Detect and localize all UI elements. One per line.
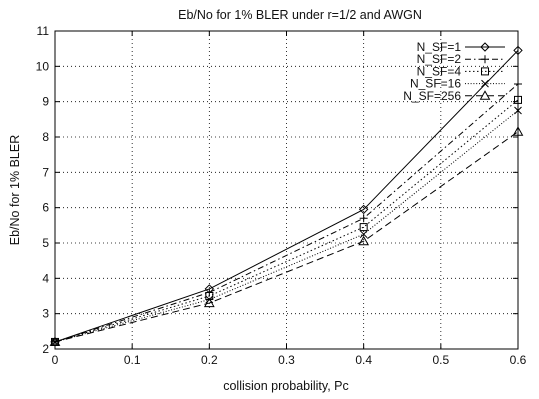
- y-tick-label: 3: [42, 307, 49, 321]
- series-line: [54, 50, 519, 343]
- y-tick-label: 2: [42, 342, 49, 356]
- data-point-marker: [514, 80, 522, 88]
- axis-ticks: 0 0.1 0.2 0.3 0.4 0.5 0.6 2 3 4 5 6 7 8 9 10 11: [36, 24, 527, 367]
- x-tick-label: 0: [52, 353, 59, 367]
- legend-label: N_SF=1: [417, 40, 462, 54]
- data-point-marker: [512, 126, 524, 136]
- y-tick-label: 6: [42, 201, 49, 215]
- data-point-marker: [513, 45, 523, 56]
- legend-item: N_SF=4: [417, 64, 505, 78]
- y-axis-label: Eb/No for 1% BLER: [8, 135, 22, 245]
- legend-marker: [480, 42, 490, 52]
- y-tick-label: 7: [42, 165, 49, 179]
- data-point-marker: [359, 214, 368, 223]
- legend-label: N_SF=16: [410, 77, 461, 91]
- data-point-marker: [514, 95, 522, 104]
- data-point-marker: [203, 297, 215, 308]
- data-point-marker: [358, 235, 370, 246]
- legend-item: N_SF=256: [403, 89, 505, 103]
- x-tick-label: 0.1: [124, 353, 141, 367]
- legend: N_SF=1N_SF=2N_SF=4N_SF=16N_SF=256: [403, 40, 505, 103]
- y-tick-label: 10: [36, 59, 50, 73]
- data-point-marker: [514, 106, 522, 115]
- y-tick-label: 9: [42, 95, 49, 109]
- x-tick-label: 0.2: [201, 353, 218, 367]
- x-tick-label: 0.5: [432, 353, 449, 367]
- series-line: [54, 83, 519, 343]
- data-point-marker: [359, 230, 368, 239]
- legend-label: N_SF=4: [417, 64, 462, 78]
- legend-item: N_SF=2: [417, 52, 505, 66]
- data-point-marker: [49, 336, 61, 346]
- y-tick-label: 11: [37, 24, 50, 38]
- x-axis-label: collision probability, Pc: [223, 379, 349, 393]
- y-tick-label: 4: [42, 271, 49, 285]
- series-line: [54, 110, 519, 343]
- series-line: [54, 131, 519, 343]
- grid: [55, 31, 518, 349]
- series-line: [54, 99, 519, 343]
- legend-label: N_SF=256: [403, 89, 461, 103]
- legend-marker: [481, 67, 489, 76]
- series-group: [49, 45, 524, 347]
- chart-title: Eb/No for 1% BLER under r=1/2 and AWGN: [178, 8, 422, 22]
- series-n-sf-256: [49, 126, 524, 346]
- series-n-sf-1: [50, 45, 523, 347]
- x-tick-label: 0.4: [355, 353, 372, 367]
- legend-marker: [481, 55, 489, 64]
- data-point-marker: [359, 223, 368, 232]
- x-tick-label: 0.3: [278, 353, 295, 367]
- legend-marker: [479, 90, 491, 100]
- legend-marker: [481, 79, 489, 88]
- data-point-marker: [358, 204, 369, 215]
- x-tick-label: 0.6: [510, 353, 527, 367]
- legend-item: N_SF=1: [417, 40, 505, 54]
- y-tick-label: 5: [42, 236, 49, 250]
- legend-label: N_SF=2: [417, 52, 462, 66]
- legend-item: N_SF=16: [410, 77, 505, 91]
- y-tick-label: 8: [42, 130, 49, 144]
- series-n-sf-4: [51, 95, 522, 346]
